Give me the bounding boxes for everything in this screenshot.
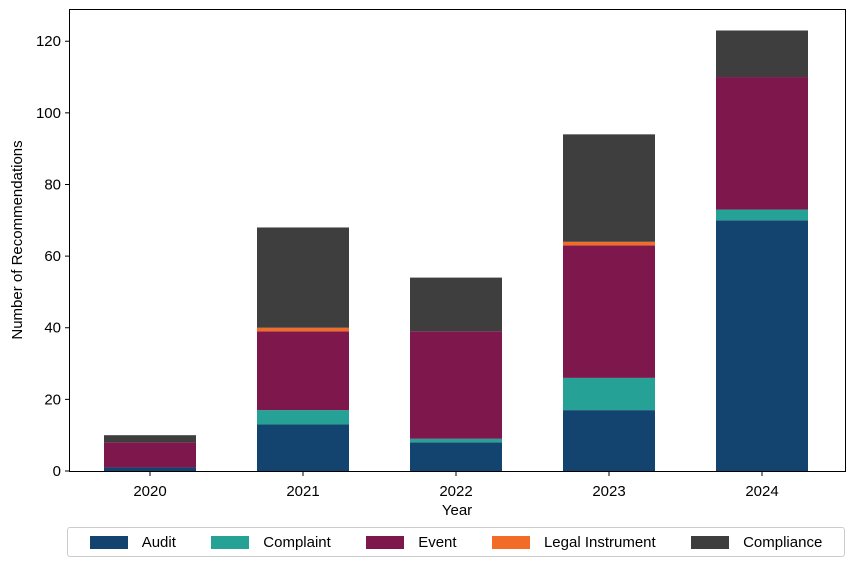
bar-2023-audit [563, 410, 655, 471]
bar-2020-event [104, 442, 196, 468]
bar-2024-audit [716, 220, 808, 471]
y-tick-label: 120 [36, 33, 61, 50]
y-tick-label: 20 [44, 391, 61, 408]
x-tick-label: 2023 [592, 483, 625, 500]
legend-item-legal-instrument: Legal Instrument [491, 533, 656, 551]
legend: Audit Complaint Event Legal Instrument Compl… [67, 527, 845, 557]
bar-2021-audit [257, 424, 349, 471]
legend-item-complaint: Complaint [211, 534, 331, 551]
y-tick-label: 100 [36, 105, 61, 122]
legend-label: Compliance [743, 533, 823, 551]
x-tick-label: 2021 [286, 483, 319, 500]
y-tick-label: 40 [44, 320, 61, 337]
legend-swatch [89, 535, 128, 549]
x-tick-label: 2020 [133, 483, 166, 500]
bar-2022-compliance [410, 277, 502, 332]
y-tick-label: 60 [44, 248, 61, 265]
bar-2020-compliance [104, 435, 196, 443]
bars-layer [104, 30, 808, 471]
y-axis: 0 20 40 60 80 100 120 [36, 33, 70, 480]
bar-2021-event [257, 331, 349, 411]
bar-2024-event [716, 77, 808, 210]
plot-frame [69, 9, 846, 472]
legend-swatch [491, 535, 530, 549]
bar-2024-complaint [716, 209, 808, 221]
y-tick-label: 80 [44, 176, 61, 193]
bar-2022-audit [410, 442, 502, 471]
bar-2022-complaint [410, 438, 502, 443]
bar-2022-event [410, 331, 502, 439]
bar-2023-event [563, 245, 655, 378]
x-tick-label: 2024 [745, 483, 778, 500]
legend-item-audit: Audit [89, 533, 176, 551]
legend-label: Audit [141, 533, 176, 551]
x-axis-label: Year [442, 502, 472, 519]
bar-2020-audit [104, 467, 196, 471]
bar-2024-compliance [716, 30, 808, 78]
bar-2023-compliance [563, 134, 655, 242]
legend-item-compliance: Compliance [691, 534, 822, 551]
y-tick-label: 0 [53, 463, 61, 480]
legend-item-event: Event [366, 533, 457, 551]
x-tick-label: 2022 [439, 483, 472, 500]
legend-swatch [366, 535, 405, 549]
legend-swatch [691, 535, 730, 549]
legend-label: Complaint [263, 533, 331, 551]
bar-2021-legal-instrument [257, 327, 349, 332]
bar-2023-complaint [563, 377, 655, 411]
bar-2021-complaint [257, 410, 349, 425]
legend-label: Legal Instrument [543, 533, 656, 551]
legend-label: Event [418, 533, 457, 551]
x-axis: 2020 2021 2022 2023 2024 [133, 471, 779, 500]
y-axis-label: Number of Recommendations [9, 140, 26, 339]
legend-swatch [211, 535, 250, 549]
bar-2021-compliance [257, 227, 349, 328]
bar-2023-legal-instrument [563, 241, 655, 246]
